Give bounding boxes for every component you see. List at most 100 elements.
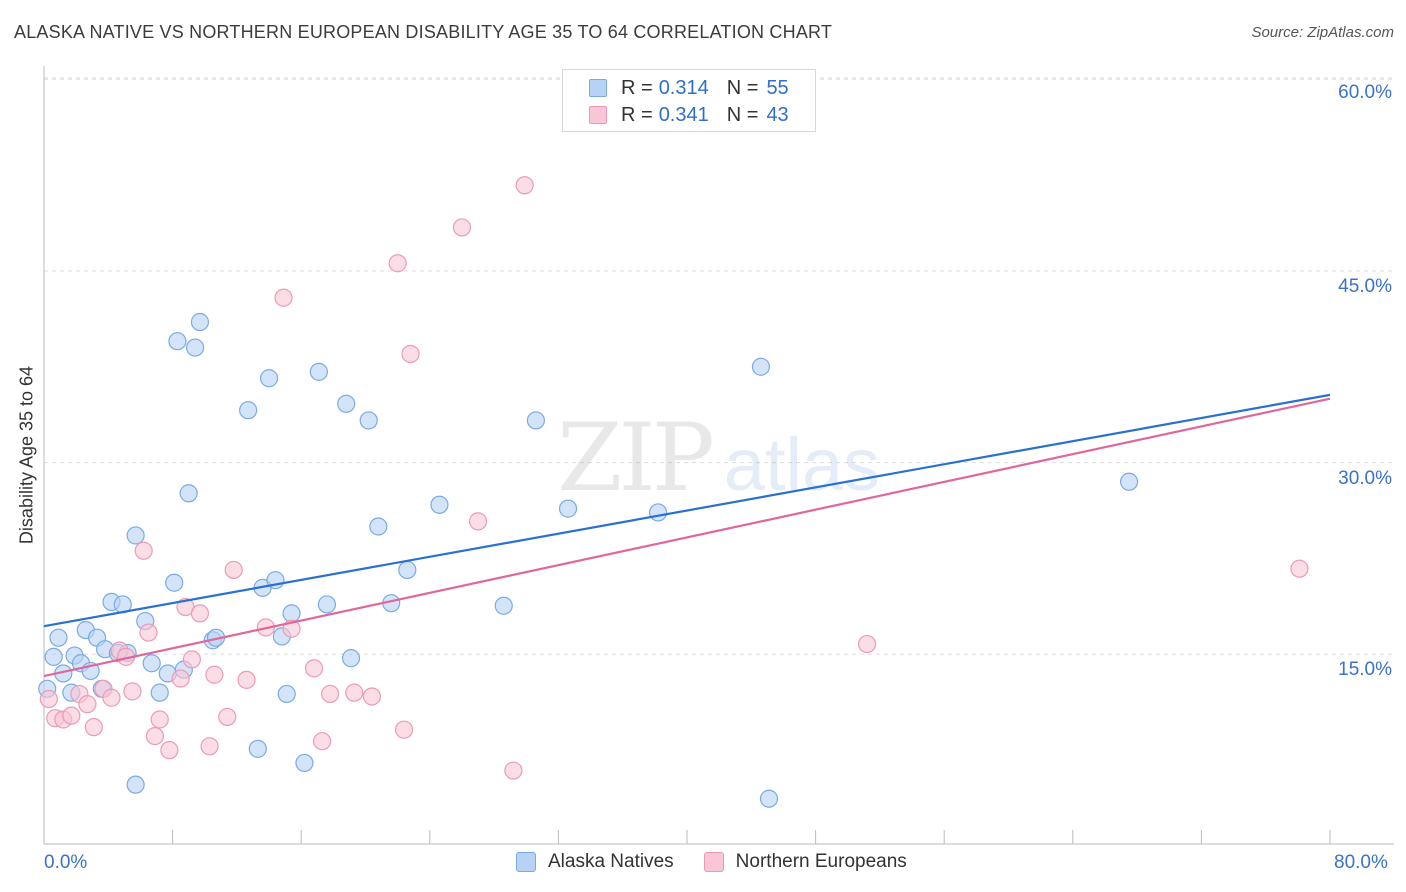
point-alaska-native xyxy=(359,411,378,430)
point-northern-european xyxy=(102,688,121,707)
watermark-zip: ZIP xyxy=(557,404,711,513)
y-tick-label: 60.0% xyxy=(1338,82,1392,104)
trend-line-alaska-natives xyxy=(43,393,1331,628)
r-label: R = xyxy=(621,103,653,126)
point-northern-european xyxy=(145,726,165,746)
n-value: 55 xyxy=(766,76,789,99)
point-alaska-native xyxy=(248,739,267,758)
point-northern-european xyxy=(345,683,364,702)
point-alaska-native xyxy=(526,411,545,430)
legend-label: Northern Europeans xyxy=(735,851,907,872)
point-northern-european xyxy=(200,737,219,756)
point-alaska-native xyxy=(186,338,205,357)
legend-item-alaska-natives[interactable]: Alaska Natives xyxy=(516,851,674,873)
point-alaska-native xyxy=(430,495,449,514)
n-label: N = xyxy=(726,103,759,126)
legend-label: Alaska Natives xyxy=(548,851,674,872)
r-value: 0.314 xyxy=(658,76,709,99)
point-northern-european xyxy=(515,176,534,195)
r-value: 0.341 xyxy=(658,103,709,126)
point-northern-european xyxy=(312,732,332,751)
chart-title: ALASKA NATIVE VS NORTHERN EUROPEAN DISAB… xyxy=(14,22,833,42)
point-northern-european xyxy=(218,707,237,727)
point-alaska-native xyxy=(49,628,68,647)
point-northern-european xyxy=(182,650,201,669)
point-northern-european xyxy=(62,706,81,725)
point-northern-european xyxy=(39,689,58,709)
point-northern-european xyxy=(321,684,340,704)
point-northern-european xyxy=(394,720,414,739)
grid-layer xyxy=(44,77,1394,655)
point-northern-european xyxy=(78,695,97,714)
point-alaska-native xyxy=(759,789,779,808)
point-alaska-native xyxy=(277,684,296,704)
stats-row-alaska-natives: R = 0.314 N = 55 xyxy=(589,76,789,100)
point-alaska-native xyxy=(126,526,145,545)
point-alaska-native xyxy=(179,484,198,503)
point-northern-european xyxy=(1290,559,1309,578)
point-alaska-native xyxy=(558,499,578,518)
point-alaska-native xyxy=(1119,472,1139,491)
point-northern-european xyxy=(362,687,382,706)
point-northern-european xyxy=(304,659,324,678)
y-tick-label: 45.0% xyxy=(1338,275,1392,297)
series-legend: Alaska Natives Northern Europeans xyxy=(516,851,937,873)
point-alaska-native xyxy=(239,401,258,420)
point-alaska-native xyxy=(369,517,388,536)
legend-item-northern-europeans[interactable]: Northern Europeans xyxy=(703,851,907,873)
legend-swatch-pink xyxy=(589,106,607,124)
source-label: Source: ZipAtlas.com xyxy=(1251,24,1394,41)
point-northern-european xyxy=(134,541,153,560)
y-tick-label: 15.0% xyxy=(1338,659,1392,681)
trend-lines-layer xyxy=(43,393,1331,678)
point-alaska-native xyxy=(142,654,161,673)
point-northern-european xyxy=(452,218,472,237)
n-label: N = xyxy=(726,76,759,99)
point-northern-european xyxy=(205,665,224,684)
point-northern-european xyxy=(139,623,158,642)
point-alaska-native xyxy=(282,604,301,623)
point-alaska-native xyxy=(295,753,314,773)
y-axis-label: Disability Age 35 to 64 xyxy=(16,365,37,545)
stats-legend: R = 0.314 N = 55 R = 0.341 N = 43 xyxy=(562,69,816,132)
point-alaska-native xyxy=(309,362,328,381)
point-northern-european xyxy=(237,670,256,689)
point-alaska-native xyxy=(337,394,356,413)
point-northern-european xyxy=(160,741,179,760)
point-northern-european xyxy=(274,288,293,307)
point-alaska-native xyxy=(317,595,337,614)
x-tick-max: 80.0% xyxy=(1334,852,1388,873)
point-alaska-native xyxy=(165,573,184,592)
point-alaska-native xyxy=(150,683,169,702)
point-alaska-native xyxy=(44,647,63,666)
trend-line-northern-europeans xyxy=(43,397,1331,678)
watermark-atlas: atlas xyxy=(724,423,880,506)
stats-row-northern-europeans: R = 0.341 N = 43 xyxy=(589,103,789,127)
legend-swatch-pink xyxy=(703,852,724,872)
r-label: R = xyxy=(621,76,653,99)
y-tick-label: 30.0% xyxy=(1338,467,1392,489)
point-alaska-native xyxy=(751,357,771,376)
point-alaska-native xyxy=(494,596,513,615)
point-northern-european xyxy=(171,669,190,688)
point-alaska-native xyxy=(259,369,279,388)
point-northern-european xyxy=(123,682,142,701)
n-value: 43 xyxy=(766,103,789,126)
point-northern-european xyxy=(190,604,210,623)
x-tick-min: 0.0% xyxy=(44,852,88,873)
point-northern-european xyxy=(857,634,877,654)
point-northern-european xyxy=(150,710,169,729)
watermark: ZIP atlas xyxy=(557,404,880,513)
point-northern-european xyxy=(468,512,488,531)
point-northern-european xyxy=(224,560,243,580)
point-alaska-native xyxy=(168,332,187,351)
point-alaska-native xyxy=(341,649,361,668)
legend-swatch-blue xyxy=(516,852,536,872)
axes-layer xyxy=(43,66,1394,845)
point-northern-european xyxy=(504,761,523,780)
point-alaska-native xyxy=(126,775,145,794)
point-northern-european xyxy=(84,718,103,737)
point-northern-european xyxy=(388,254,407,273)
point-northern-european xyxy=(401,344,420,364)
